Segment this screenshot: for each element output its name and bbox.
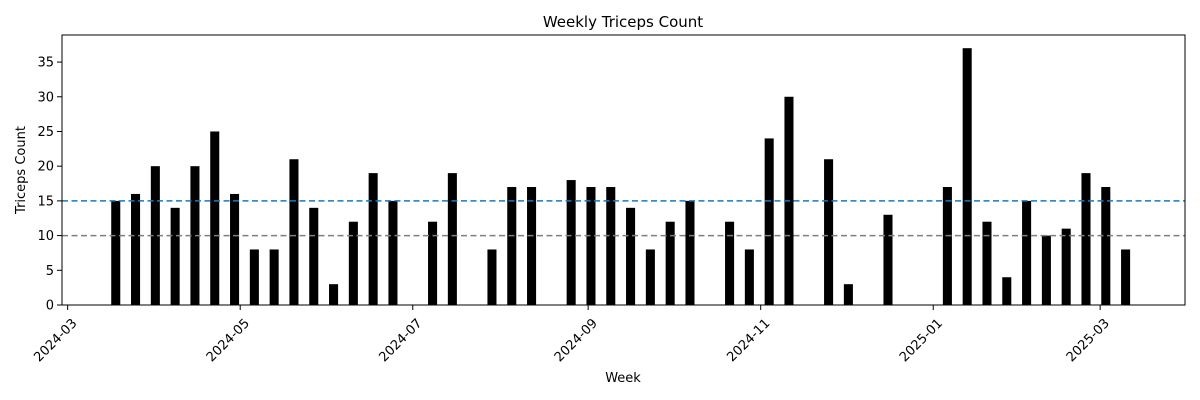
bar (883, 214, 893, 305)
bar (329, 284, 339, 305)
bar (289, 159, 299, 305)
plot-frame (61, 34, 1186, 306)
bar (824, 159, 834, 305)
x-tick-label: 2024-07 (376, 316, 425, 365)
y-tick-label: 30 (37, 90, 54, 105)
y-tick-label: 5 (46, 264, 54, 279)
bar (1101, 187, 1111, 305)
x-tick-label: 2024-09 (552, 316, 601, 365)
bar (428, 221, 438, 305)
bar (170, 207, 180, 305)
bar (685, 200, 695, 305)
bar (230, 193, 240, 305)
bar (942, 187, 952, 305)
bar (1041, 235, 1051, 305)
y-tick-label: 35 (37, 56, 54, 71)
bar (645, 249, 655, 305)
bar (131, 193, 141, 305)
bar (249, 249, 259, 305)
plot-area (111, 48, 1131, 306)
bar (982, 221, 992, 305)
bar (210, 131, 220, 305)
bar (1081, 173, 1091, 305)
bar (388, 200, 398, 305)
bar (744, 249, 754, 305)
bar (507, 187, 517, 305)
reference-lines (62, 200, 1185, 237)
x-tick-label: 2025-01 (897, 316, 946, 365)
bar (269, 249, 279, 305)
bar (626, 207, 636, 305)
bar (190, 166, 200, 305)
bar (368, 173, 378, 305)
bar (447, 173, 457, 305)
bar (1121, 249, 1131, 305)
y-tick-label: 25 (37, 125, 54, 140)
bar (843, 284, 853, 305)
bar (606, 187, 616, 305)
y-tick-label: 15 (37, 194, 54, 209)
bar (348, 221, 358, 305)
y-axis-label: Triceps Count (14, 126, 29, 215)
bar (665, 221, 675, 305)
bar (487, 249, 497, 305)
bar (527, 187, 537, 305)
bar (150, 166, 160, 305)
bar (764, 138, 774, 305)
x-tick-label: 2024-03 (31, 316, 80, 365)
bar (725, 221, 735, 305)
bar (111, 200, 121, 305)
bar (586, 187, 596, 305)
x-tick-label: 2025-03 (1064, 316, 1113, 365)
chart-title: Weekly Triceps Count (543, 13, 703, 31)
bar (962, 48, 972, 305)
x-tick-label: 2024-05 (204, 316, 253, 365)
bar (1022, 200, 1032, 305)
y-tick-label: 10 (37, 229, 54, 244)
y-tick-label: 0 (46, 299, 54, 314)
bar (1002, 277, 1012, 305)
bar (1061, 228, 1071, 305)
x-axis-label: Week (605, 371, 641, 386)
bar (309, 207, 319, 305)
y-tick-label: 20 (37, 160, 54, 175)
bar (566, 180, 576, 305)
x-tick-label: 2024-11 (724, 316, 773, 365)
